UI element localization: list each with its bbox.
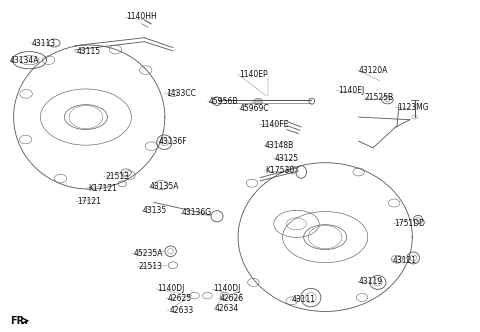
Circle shape (254, 98, 263, 104)
Text: 43135A: 43135A (150, 182, 180, 191)
Text: 1140DJ: 1140DJ (214, 285, 241, 293)
Text: 42634: 42634 (215, 304, 240, 313)
Text: 1140DJ: 1140DJ (157, 285, 185, 293)
Text: 42633: 42633 (169, 306, 193, 315)
Text: 43120A: 43120A (359, 66, 388, 75)
Text: 1140HH: 1140HH (126, 12, 157, 21)
Text: K17121: K17121 (88, 184, 117, 193)
Text: 17121: 17121 (77, 197, 101, 206)
Text: 43119: 43119 (359, 277, 383, 286)
Text: 43136G: 43136G (181, 208, 212, 217)
Text: 43113: 43113 (32, 39, 56, 48)
Text: 43136F: 43136F (158, 137, 187, 146)
Text: 42625: 42625 (167, 294, 192, 303)
Text: 42626: 42626 (220, 294, 244, 303)
Text: 1433CC: 1433CC (166, 89, 196, 98)
Text: 43115: 43115 (76, 47, 100, 56)
Text: 43134A: 43134A (9, 56, 39, 65)
Text: 43125: 43125 (275, 154, 299, 163)
Text: 45969C: 45969C (240, 104, 270, 113)
Text: 43135: 43135 (143, 206, 167, 215)
Text: K17530: K17530 (265, 166, 294, 175)
Text: 1751DD: 1751DD (394, 219, 425, 228)
Text: 21513: 21513 (105, 172, 129, 181)
Text: 45956B: 45956B (209, 97, 239, 106)
Text: 1123MG: 1123MG (397, 103, 429, 112)
Text: 21525B: 21525B (364, 93, 394, 102)
Text: 45235A: 45235A (134, 249, 163, 258)
Text: 21513: 21513 (139, 262, 163, 271)
Text: 43111: 43111 (292, 295, 316, 304)
Text: 43148B: 43148B (265, 141, 294, 150)
Text: 1140FE: 1140FE (260, 120, 288, 129)
Text: FR.: FR. (10, 316, 28, 326)
Text: 43121: 43121 (392, 256, 416, 265)
Text: 1140EJ: 1140EJ (338, 86, 364, 95)
Text: 1140EP: 1140EP (239, 70, 268, 79)
